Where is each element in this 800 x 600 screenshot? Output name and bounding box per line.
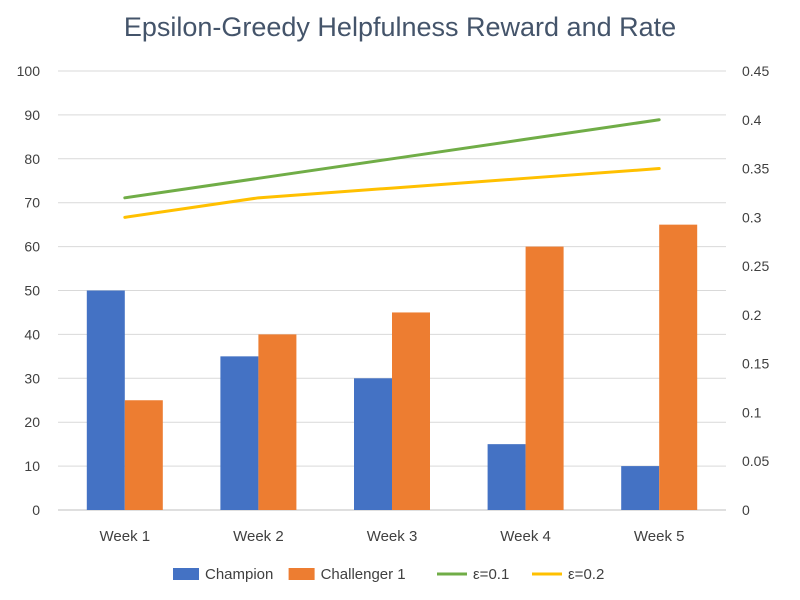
bar-layer: [86, 224, 698, 510]
x-tick-label: Week 3: [367, 528, 418, 545]
x-tick-label: Week 1: [100, 528, 151, 545]
y2-tick-label: 0.3: [742, 209, 762, 225]
legend-label: ε=0.2: [568, 566, 604, 583]
chart-title: Epsilon-Greedy Helpfulness Reward and Ra…: [123, 12, 677, 42]
x-tick-label: Week 2: [233, 528, 284, 545]
y2-tick-label: 0.25: [742, 258, 769, 274]
bar: [621, 466, 660, 510]
bar: [392, 312, 430, 510]
y-tick-label: 40: [24, 326, 40, 342]
line-layer: [123, 118, 661, 219]
bar: [124, 400, 163, 510]
legend-swatch: [173, 568, 199, 580]
y-tick-label: 10: [24, 458, 40, 474]
y-tick-label: 100: [17, 63, 41, 79]
bar: [487, 444, 526, 510]
axis-layer: 0 10 20 30 40 50 60 70 80 90 100 0 0.05 0.1 0.15 0.2 0.2…: [17, 63, 770, 545]
y-tick-label: 90: [24, 107, 40, 123]
y-tick-label: 30: [24, 370, 40, 386]
x-tick-label: Week 4: [500, 528, 551, 545]
bar: [354, 378, 392, 510]
y2-tick-label: 0.2: [742, 307, 762, 323]
series-line: [123, 118, 661, 200]
legend-label: ε=0.1: [473, 566, 509, 583]
y-tick-label: 50: [24, 283, 40, 299]
x-tick-label: Week 5: [634, 528, 685, 545]
y2-tick-label: 0.45: [742, 63, 769, 79]
y2-tick-label: 0: [742, 502, 750, 518]
bar: [659, 224, 698, 510]
series-line: [123, 167, 661, 219]
y-tick-label: 20: [24, 414, 40, 430]
legend-label: Challenger 1: [321, 566, 406, 583]
y-tick-label: 70: [24, 195, 40, 211]
y-tick-label: 0: [32, 502, 40, 518]
bar: [525, 246, 564, 510]
y-tick-label: 60: [24, 239, 40, 255]
bar: [258, 334, 297, 510]
legend-swatch: [288, 568, 315, 580]
y-tick-label: 80: [24, 151, 40, 167]
y2-tick-label: 0.35: [742, 161, 769, 177]
legend-layer: Champion Challenger 1 ε=0.1 ε=0.2: [173, 566, 604, 583]
y2-tick-label: 0.05: [742, 453, 769, 469]
legend-label: Champion: [205, 566, 273, 583]
bar: [86, 290, 125, 510]
y2-tick-label: 0.4: [742, 112, 762, 128]
y2-tick-label: 0.1: [742, 404, 762, 420]
bar: [220, 356, 259, 510]
y2-tick-label: 0.15: [742, 356, 769, 372]
